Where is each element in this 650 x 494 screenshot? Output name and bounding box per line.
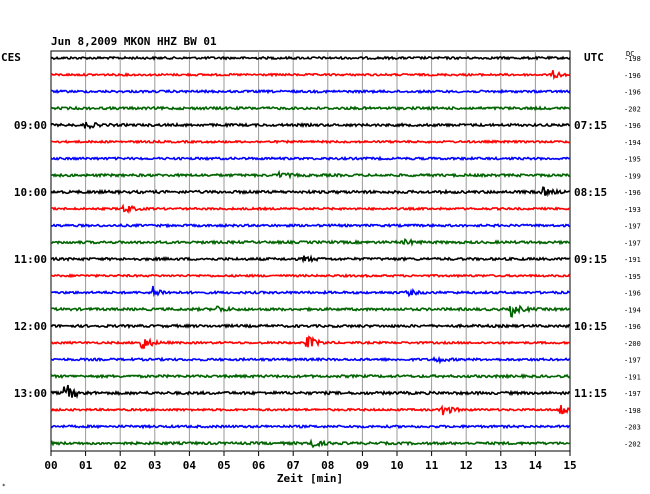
x-tick-label: 11 — [425, 459, 439, 472]
trace-line-5 — [50, 139, 571, 145]
utc-time-label: 09:15 — [574, 253, 607, 266]
trace-line-1 — [50, 69, 571, 81]
utc-time-labels: 07:15 08:15 09:15 10:15 11:15 — [574, 119, 607, 400]
dc-value: -195 — [624, 273, 641, 281]
dc-value: -198 — [624, 407, 641, 415]
dc-value: -199 — [624, 172, 641, 180]
dc-value: -196 — [624, 290, 641, 298]
minute-gridlines — [85, 51, 536, 451]
trace-line-12 — [50, 254, 571, 264]
dc-value: -195 — [624, 156, 641, 164]
dc-value: -193 — [624, 206, 641, 214]
left-timezone-label: CES — [1, 51, 21, 64]
dc-value: -197 — [624, 390, 641, 398]
dc-value: -191 — [624, 373, 641, 381]
dc-value: -200 — [624, 340, 641, 348]
dc-value: -194 — [624, 306, 641, 314]
x-tick-label: 02 — [114, 459, 127, 472]
x-tick-label: 13 — [494, 459, 507, 472]
trace-line-8 — [50, 186, 571, 198]
dc-value: -202 — [624, 105, 641, 113]
local-time-label: 09:00 — [14, 119, 47, 132]
trace-line-22 — [50, 423, 571, 430]
x-axis-ticks: 00 01 02 03 04 05 06 07 08 09 10 11 12 13 14 15 — [44, 451, 577, 472]
dc-value: -196 — [624, 72, 641, 80]
trace-line-17 — [50, 335, 571, 350]
plot-frame — [50, 50, 571, 452]
x-tick-label: 15 — [563, 459, 576, 472]
trace-line-20 — [50, 384, 571, 399]
x-tick-label: 01 — [79, 459, 93, 472]
corner-mark: * — [2, 483, 6, 490]
right-timezone-label: UTC — [584, 51, 604, 64]
trace-line-0 — [50, 55, 571, 61]
utc-time-label: 07:15 — [574, 119, 607, 132]
trace-line-23 — [50, 438, 571, 449]
utc-time-label: 10:15 — [574, 320, 607, 333]
trace-line-2 — [51, 88, 571, 95]
dc-value: -194 — [624, 139, 641, 147]
dc-value: -202 — [624, 440, 641, 448]
x-tick-label: 12 — [460, 459, 473, 472]
trace-line-15 — [50, 304, 571, 318]
x-tick-label: 07 — [287, 459, 300, 472]
dc-value: -197 — [624, 357, 641, 365]
trace-line-14 — [50, 285, 571, 298]
trace-line-6 — [50, 155, 571, 162]
utc-time-label: 08:15 — [574, 186, 607, 199]
dc-value: -198 — [624, 55, 641, 63]
local-time-labels: 09:00 10:00 11:00 12:00 13:00 — [14, 119, 47, 400]
local-time-label: 11:00 — [14, 253, 47, 266]
x-tick-label: 00 — [44, 459, 57, 472]
trace-line-3 — [50, 105, 571, 112]
dc-value: -196 — [624, 189, 641, 197]
dc-value: -197 — [624, 239, 641, 247]
x-tick-label: 09 — [356, 459, 369, 472]
x-tick-label: 14 — [529, 459, 543, 472]
chart-title: Jun 8,2009 MKON HHZ BW 01 — [51, 35, 217, 48]
trace-line-4 — [50, 121, 570, 130]
dc-value: -197 — [624, 223, 641, 231]
x-tick-label: 08 — [321, 459, 334, 472]
trace-line-11 — [50, 237, 571, 247]
utc-time-label: 11:15 — [574, 387, 607, 400]
local-time-label: 13:00 — [14, 387, 47, 400]
trace-group — [50, 55, 571, 449]
x-tick-label: 10 — [390, 459, 403, 472]
x-axis-label: Zeit [min] — [277, 472, 343, 485]
trace-line-21 — [50, 404, 571, 416]
x-tick-label: 03 — [148, 459, 161, 472]
local-time-label: 12:00 — [14, 320, 47, 333]
trace-line-10 — [50, 222, 571, 229]
dc-value: -196 — [624, 122, 641, 130]
dc-value: -191 — [624, 256, 641, 264]
trace-line-18 — [50, 355, 571, 365]
trace-line-13 — [50, 273, 571, 279]
x-tick-label: 04 — [183, 459, 197, 472]
dc-column-header: DC — [626, 50, 634, 58]
trace-line-19 — [50, 373, 571, 380]
x-tick-label: 05 — [217, 459, 230, 472]
dc-value: -196 — [624, 89, 641, 97]
dc-value: -203 — [624, 424, 641, 432]
trace-line-9 — [50, 203, 571, 214]
local-time-label: 10:00 — [14, 186, 47, 199]
x-tick-label: 06 — [252, 459, 266, 472]
trace-line-7 — [50, 169, 571, 180]
dc-offset-values: -198 -196 -196 -202 -196 -194 -195 -199 -196 -193… — [624, 55, 641, 448]
dc-value: -196 — [624, 323, 641, 331]
trace-line-16 — [50, 323, 571, 330]
